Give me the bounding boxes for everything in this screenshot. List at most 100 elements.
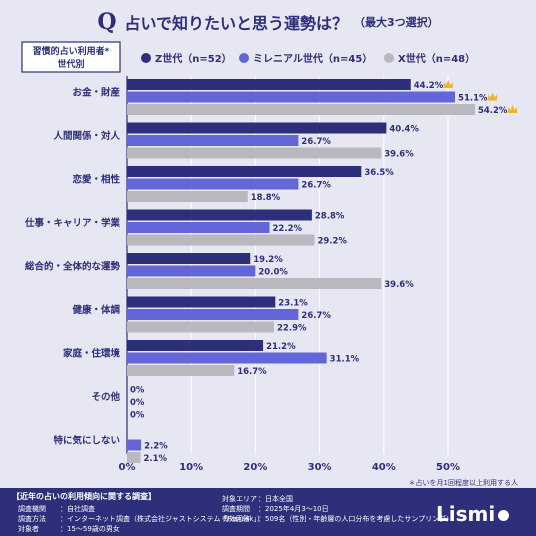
legend-group-box: [21, 41, 121, 73]
bar-millennial: [127, 178, 299, 190]
legend-dot-2: [384, 53, 394, 63]
logo-mark-icon: [498, 510, 510, 521]
category-label: その他: [91, 391, 120, 403]
value-label: 22.2%: [273, 224, 303, 234]
footnote: ＊占いを月1回程度以上利用する人: [409, 478, 518, 487]
bar-chart: 0% 10% 20% 30% 40% 50% お金・財産 44.2% 51.1% 54.2% 人間関…: [21, 41, 518, 487]
bar-gen-x: [127, 365, 235, 376]
value-label: 2.1%: [143, 454, 167, 464]
crown-icon: [488, 92, 498, 101]
bar-gen-x: [127, 321, 275, 333]
bar-gen-x: [127, 278, 382, 289]
category-label: 総合的・全体的な運勢: [25, 261, 121, 273]
value-label: 16.7%: [237, 367, 267, 377]
legend-label: X世代（n=48）: [398, 52, 475, 65]
category-label: 家庭・住環境: [63, 348, 121, 360]
value-label: 29.2%: [317, 237, 347, 247]
legend-layer: 習慣的占い利用者*世代別 Z世代（n=52） ミレニアル世代（n=45） X世代（n=…: [21, 41, 475, 73]
category-label: 恋愛・相性: [72, 174, 120, 186]
bar-millennial: [127, 222, 270, 233]
category-label: 特に気にしない: [53, 435, 120, 447]
category-label: 人間関係・対人: [53, 130, 120, 142]
survey-footer: 【近年の占いの利用傾向に関する調査】 調査機関 ：自社調査 調査方法 ：インター…: [0, 488, 536, 536]
chart-title: 占いで知りたいと思う運勢は？: [124, 14, 349, 33]
x-tick-label: 30%: [308, 462, 332, 473]
legend-label: ミレニアル世代（n=45）: [253, 52, 372, 65]
value-label: 2.2%: [144, 442, 168, 452]
bar-gen-z: [127, 296, 276, 308]
logo-text: Lismi: [436, 502, 496, 526]
survey-responses-value: ：509名（性別・年齢層の人口分布を考慮したサンプリング）: [258, 515, 454, 523]
survey-title: 【近年の占いの利用傾向に関する調査】: [12, 492, 156, 501]
x-tick-label: 50%: [436, 462, 460, 473]
legend-label: Z世代（n=52）: [155, 52, 232, 65]
bar-millennial: [127, 309, 299, 320]
value-label: 26.7%: [301, 311, 331, 321]
value-label: 36.5%: [364, 168, 394, 178]
value-label: 19.2%: [253, 255, 283, 265]
bar-gen-x: [127, 104, 475, 115]
bar-gen-x: [127, 191, 248, 202]
legend-dot-1: [239, 53, 249, 63]
value-label: 0%: [130, 411, 145, 421]
crown-icon: [443, 80, 453, 88]
value-label: 21.2%: [266, 342, 296, 352]
lismi-logo: Lismi: [436, 502, 510, 526]
value-label: 28.8%: [315, 212, 345, 222]
legend-group-line2: 世代別: [57, 58, 84, 70]
bar-gen-x: [127, 234, 315, 246]
value-label: 39.6%: [384, 150, 414, 160]
survey-target-value: ：15～59歳の男女: [60, 525, 120, 533]
value-label: 22.9%: [277, 324, 307, 334]
bar-gen-z: [127, 340, 264, 351]
survey-method-value: ：インターネット調査（株式会社ジャストシステム「Fastask」）: [60, 515, 264, 523]
value-label: 0%: [130, 398, 145, 408]
chart-subtitle: （最大3つ選択）: [354, 16, 439, 29]
bar-millennial: [127, 91, 456, 103]
category-label: お金・財産: [72, 87, 120, 99]
bar-gen-z: [127, 166, 362, 177]
survey-area-value: ：日本全国: [258, 495, 293, 503]
bar-gen-z: [127, 253, 251, 264]
survey-responses-label: 有効回答: [222, 515, 250, 523]
crown-icon: [507, 105, 517, 113]
value-label: 20.0%: [258, 268, 288, 278]
value-label: 31.1%: [330, 355, 360, 365]
bar-millennial: [127, 439, 142, 451]
category-label: 健康・体調: [72, 304, 120, 316]
chart-card: Q 占いで知りたいと思う運勢は？ （最大3つ選択） 0% 10% 20% 30% 40%…: [0, 8, 536, 487]
bar-layer: [127, 79, 475, 463]
value-label: 0%: [130, 386, 145, 396]
x-tick-label: 40%: [372, 462, 396, 473]
title-row: Q 占いで知りたいと思う運勢は？ （最大3つ選択）: [0, 8, 536, 36]
value-label: 54.2%: [478, 106, 508, 116]
question-badge: Q: [97, 9, 117, 35]
x-tick-label: 0%: [119, 462, 136, 473]
value-label: 39.6%: [384, 280, 414, 290]
bar-millennial: [127, 265, 256, 277]
bar-gen-x: [127, 452, 141, 463]
x-tick-label: 20%: [243, 462, 267, 473]
value-label: 51.1%: [458, 94, 488, 104]
value-label: 26.7%: [301, 137, 331, 147]
value-label: 18.8%: [251, 193, 281, 203]
value-label: 26.7%: [301, 181, 331, 191]
bar-millennial: [127, 352, 327, 364]
bar-millennial: [127, 135, 299, 146]
survey-period-label: 調査期間: [222, 505, 250, 513]
label-layer: 0% 10% 20% 30% 40% 50% お金・財産 44.2% 51.1% 54.2% 人間関…: [24, 80, 518, 487]
category-label: 仕事・キャリア・学業: [24, 217, 121, 229]
legend-group-line1: 習慣的占い利用者*: [33, 45, 110, 57]
legend-dot-0: [141, 53, 151, 63]
survey-org-value: ：自社調査: [60, 505, 95, 513]
survey-org-label: 調査機関: [18, 505, 46, 513]
survey-period-value: ：2025年4月3～10日: [258, 505, 329, 513]
value-label: 23.1%: [278, 299, 308, 309]
bar-gen-x: [127, 147, 382, 159]
survey-target-label: 対象者: [18, 525, 39, 533]
value-label: 44.2%: [414, 81, 444, 91]
bar-gen-z: [127, 122, 387, 134]
x-tick-label: 10%: [179, 462, 203, 473]
survey-area-label: 対象エリア: [222, 495, 257, 503]
bar-gen-z: [127, 79, 411, 90]
